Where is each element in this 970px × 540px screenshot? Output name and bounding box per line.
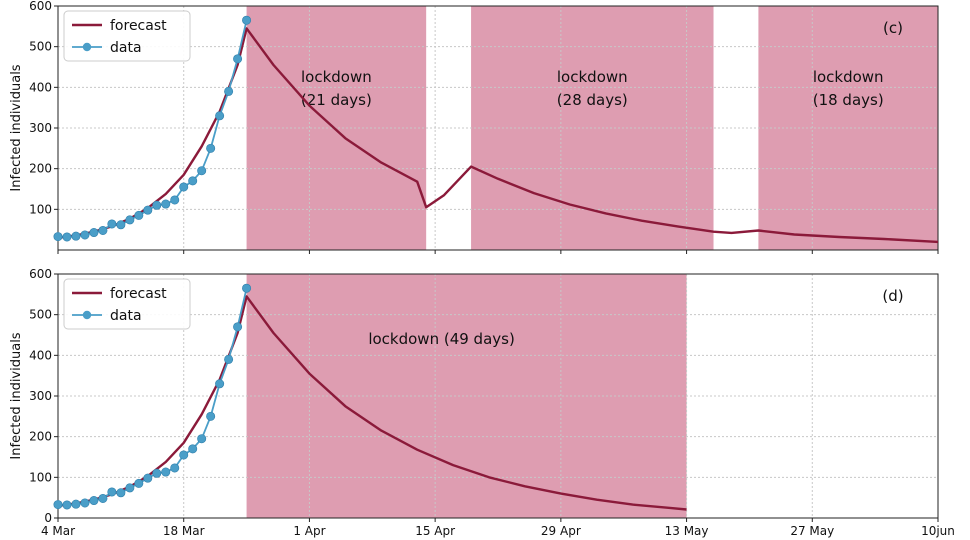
panel-label: (c) — [883, 19, 903, 37]
data-point — [152, 200, 162, 210]
y-tick-label: 200 — [29, 162, 52, 176]
x-tick-label: 13 May — [665, 524, 709, 538]
panel-label: (d) — [882, 287, 903, 305]
data-point — [188, 176, 198, 186]
data-point — [224, 354, 234, 364]
lockdown-label: lockdown — [813, 68, 884, 86]
y-axis-label: Infected individuals — [9, 332, 24, 459]
data-point — [80, 230, 90, 240]
data-point — [125, 215, 135, 225]
legend-label: forecast — [110, 286, 167, 302]
data-point — [152, 468, 162, 478]
legend-box — [63, 278, 191, 330]
y-tick-label: 100 — [29, 202, 52, 216]
y-tick-label: 600 — [29, 267, 52, 281]
x-tick-label: 27 May — [790, 524, 834, 538]
data-point — [161, 199, 171, 209]
lockdown-region — [758, 6, 938, 250]
data-point — [116, 220, 126, 230]
data-point — [143, 205, 153, 215]
data-point — [98, 493, 108, 503]
data-point — [125, 483, 135, 493]
data-point — [161, 467, 171, 477]
data-point — [71, 231, 81, 241]
data-point — [197, 434, 207, 444]
y-tick-label: 400 — [29, 80, 52, 94]
lockdown-label: lockdown — [301, 68, 372, 86]
y-tick-label: 300 — [29, 121, 52, 135]
y-tick-label: 600 — [29, 0, 52, 13]
lockdown-region — [246, 6, 427, 250]
y-axis-label: Infected individuals — [9, 64, 24, 191]
y-tick-label: 500 — [29, 308, 52, 322]
data-point — [71, 499, 81, 509]
x-tick-label: 10jun — [921, 524, 955, 538]
data-point — [143, 473, 153, 483]
data-point — [80, 498, 90, 508]
data-point — [179, 182, 189, 192]
data-point — [197, 166, 207, 176]
data-point — [206, 411, 216, 421]
legend: forecast data — [63, 10, 191, 62]
legend-box — [63, 10, 191, 62]
data-point — [170, 195, 180, 205]
data-point — [242, 15, 252, 25]
panel-d: 0 100 200 300 400 500 600 4 Mar 18 Mar 1 Apr 15 Ap… — [9, 267, 955, 538]
legend: forecast data — [63, 278, 191, 330]
data-point — [188, 444, 198, 454]
data-point — [98, 225, 108, 235]
lockdown-duration-label: (21 days) — [301, 91, 372, 109]
x-tick-label: 15 Apr — [415, 524, 455, 538]
y-tick-label: 200 — [29, 430, 52, 444]
data-point — [53, 500, 63, 510]
y-tick-label: 100 — [29, 470, 52, 484]
data-point — [107, 219, 117, 229]
x-tick-label: 1 Apr — [293, 524, 325, 538]
data-point — [89, 228, 99, 238]
y-tick-label: 0 — [44, 511, 52, 525]
lockdown-label: lockdown — [557, 68, 628, 86]
data-point — [242, 283, 252, 293]
data-point — [89, 496, 99, 506]
y-tick-label: 300 — [29, 389, 52, 403]
legend-label: data — [110, 40, 142, 56]
data-point — [233, 54, 243, 64]
data-point — [62, 232, 72, 242]
lockdown-label: lockdown (49 days) — [368, 330, 514, 348]
data-point — [116, 488, 126, 498]
data-point — [224, 86, 234, 96]
data-point — [215, 379, 225, 389]
legend-marker-data — [82, 42, 92, 52]
data-point — [233, 322, 243, 332]
legend-marker-data — [82, 310, 92, 320]
data-point — [215, 111, 225, 121]
data-point — [206, 143, 216, 153]
y-tick-label: 400 — [29, 348, 52, 362]
data-point — [53, 232, 63, 242]
lockdown-duration-label: (18 days) — [813, 91, 884, 109]
series-line-data — [57, 287, 248, 506]
data-point — [62, 500, 72, 510]
lockdown-duration-label: (28 days) — [557, 91, 628, 109]
data-point — [134, 478, 144, 488]
x-tick-label: 18 Mar — [163, 524, 205, 538]
x-tick-label: 29 Apr — [541, 524, 581, 538]
x-tick-label: 4 Mar — [41, 524, 75, 538]
data-point — [107, 487, 117, 497]
legend-label: forecast — [110, 18, 167, 34]
panel-c: 100 200 300 400 500 600 Infected individuals lo… — [9, 0, 939, 254]
y-tick-label: 500 — [29, 40, 52, 54]
data-point — [134, 210, 144, 220]
data-point — [179, 450, 189, 460]
data-point — [170, 463, 180, 473]
legend-label: data — [110, 308, 142, 324]
series-line-data — [57, 19, 248, 238]
